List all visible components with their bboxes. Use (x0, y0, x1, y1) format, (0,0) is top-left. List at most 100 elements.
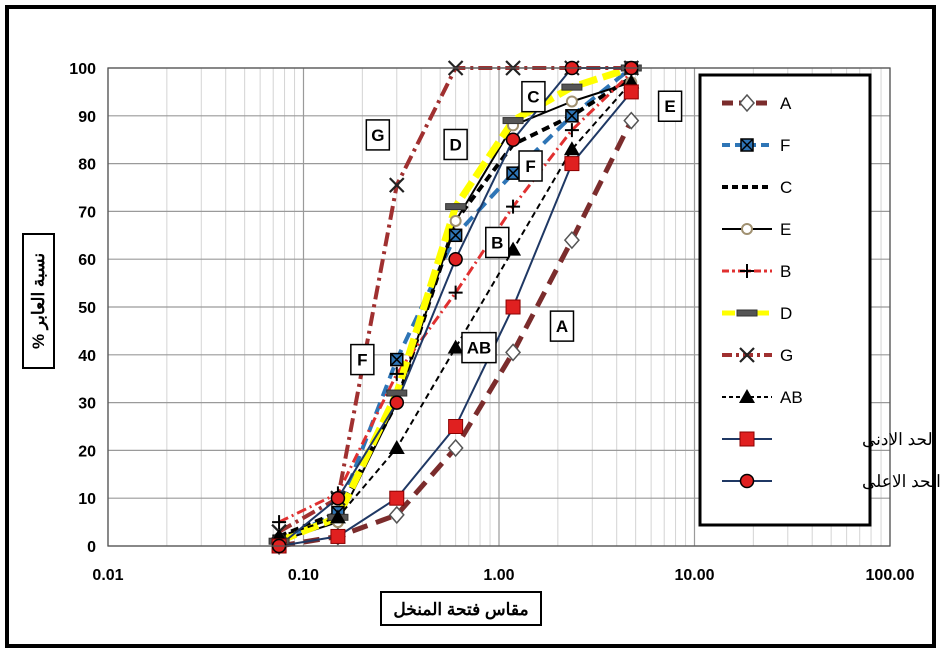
square-marker (389, 490, 405, 506)
data-point (447, 438, 464, 458)
data-point (563, 141, 580, 156)
legend-item: الحد الادنى (722, 430, 937, 449)
plus-marker (272, 515, 287, 530)
data-point (272, 515, 287, 530)
legend-label: C (780, 178, 792, 197)
x-axis-title: مقاس فتحة المنخل (380, 591, 542, 626)
annotation-text: AB (467, 339, 492, 358)
legend-label: D (780, 304, 792, 323)
diamond-marker (388, 505, 405, 525)
y-axis-title-text: نسبة العابر % (29, 253, 49, 349)
data-point (739, 389, 755, 403)
legend: A F C E B D G AB الحد الادنى الحد الاعلى (698, 73, 941, 527)
data-point (740, 264, 754, 278)
circle-red-marker (505, 132, 521, 147)
legend-label: A (780, 94, 792, 113)
legend-label: AB (780, 388, 803, 407)
x-tick-label: 100.00 (866, 567, 915, 584)
square-marker (330, 528, 346, 544)
data-point (736, 309, 758, 317)
annotation-text: B (491, 233, 503, 252)
annotation-text: D (449, 135, 461, 154)
annotation-box (518, 150, 543, 182)
annotation-box (365, 119, 391, 151)
annotation-text: G (371, 126, 384, 145)
annotation-text: F (525, 157, 535, 176)
data-point (740, 138, 754, 152)
y-tick-label: 30 (78, 396, 96, 413)
data-point (389, 366, 404, 381)
dash-marker (736, 309, 758, 317)
data-point (564, 123, 579, 138)
legend-item: C (722, 178, 792, 197)
box-x-marker (506, 166, 520, 180)
box-x-marker (565, 109, 579, 123)
data-point (506, 166, 520, 180)
square-marker (448, 419, 464, 434)
legend-item: A (722, 93, 792, 113)
data-point (505, 132, 521, 147)
y-tick-label: 40 (78, 348, 96, 365)
annotation-text: F (357, 351, 367, 370)
data-point (386, 389, 408, 397)
dash-marker (445, 203, 467, 211)
y-tick-label: 50 (78, 300, 96, 317)
data-point (623, 111, 640, 130)
square-marker (564, 156, 580, 172)
data-point (623, 84, 639, 100)
triangle-marker (329, 509, 346, 524)
y-axis-title: نسبة العابر % (22, 233, 55, 369)
y-tick-label: 100 (69, 61, 96, 78)
data-point (563, 230, 580, 250)
data-point (445, 203, 467, 211)
annotation-box (549, 310, 575, 342)
diamond-marker (447, 438, 464, 458)
annotation-label: F (518, 150, 543, 182)
legend-label: B (780, 262, 791, 281)
annotation-text: A (556, 317, 568, 336)
annotation-label: C (521, 80, 546, 113)
circle-red-marker (389, 395, 405, 410)
annotation-label: B (485, 226, 510, 259)
y-tick-label: 0 (87, 539, 96, 556)
series-markers-9 (271, 84, 639, 554)
legend-label: G (780, 346, 793, 365)
annotation-label: G (365, 119, 391, 151)
square-marker (623, 84, 639, 100)
plus-marker (506, 199, 521, 214)
x-tick-label: 0.01 (92, 567, 123, 584)
circle-red-marker (330, 490, 346, 506)
annotation-text: C (527, 88, 539, 107)
data-point (388, 177, 405, 193)
circle-red-marker (739, 473, 755, 489)
circle-red-marker (448, 251, 463, 267)
dash-marker (386, 389, 408, 397)
data-point (448, 228, 463, 243)
annotation-text: E (664, 97, 675, 116)
triangle-marker (388, 440, 405, 455)
data-point (388, 505, 405, 525)
box-x-marker (449, 228, 463, 242)
triangle-marker (563, 141, 580, 156)
annotation-label: D (443, 128, 468, 161)
legend-item: G (722, 346, 793, 365)
y-tick-label: 60 (78, 252, 96, 269)
annotation-label: AB (461, 331, 497, 364)
x-tick-label: 0.10 (288, 567, 319, 584)
data-point (505, 299, 521, 315)
square-marker (505, 299, 521, 315)
data-point (329, 509, 346, 524)
y-tick-label: 90 (78, 109, 96, 126)
annotation-label: F (350, 343, 375, 376)
legend-label: F (780, 136, 790, 155)
x-tick-label: 10.00 (674, 567, 714, 584)
data-point (739, 347, 755, 363)
circle-marker (565, 95, 578, 108)
data-point (330, 490, 346, 506)
data-point (739, 431, 755, 447)
legend-item: F (722, 136, 790, 155)
annotation-box (350, 343, 375, 376)
data-point (389, 490, 405, 506)
plot-border (107, 67, 891, 547)
